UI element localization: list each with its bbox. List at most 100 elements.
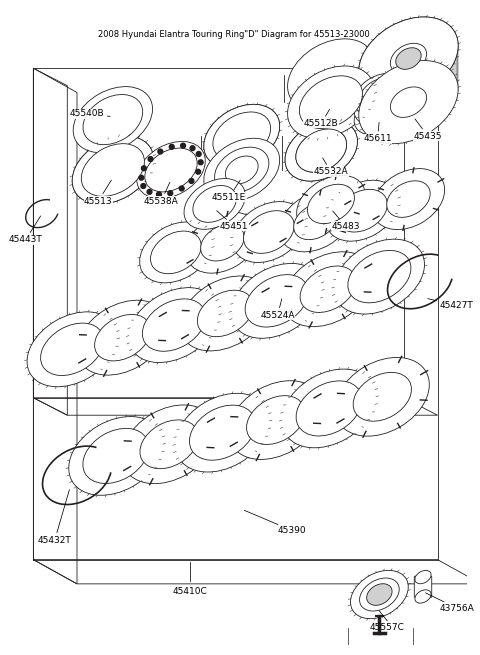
Ellipse shape bbox=[186, 212, 259, 273]
Ellipse shape bbox=[297, 176, 365, 233]
Text: 45443T: 45443T bbox=[9, 216, 43, 244]
Ellipse shape bbox=[184, 179, 245, 229]
Ellipse shape bbox=[288, 66, 374, 138]
Ellipse shape bbox=[336, 358, 429, 436]
Text: 45511E: 45511E bbox=[212, 180, 246, 202]
Ellipse shape bbox=[69, 417, 163, 495]
Ellipse shape bbox=[145, 148, 197, 192]
Ellipse shape bbox=[197, 290, 253, 337]
Text: 43756A: 43756A bbox=[425, 593, 474, 612]
Ellipse shape bbox=[180, 276, 270, 351]
Text: 45540B: 45540B bbox=[70, 109, 110, 119]
Ellipse shape bbox=[151, 231, 201, 274]
Circle shape bbox=[189, 179, 194, 183]
Ellipse shape bbox=[354, 83, 405, 125]
Circle shape bbox=[196, 170, 201, 174]
Text: 45427T: 45427T bbox=[428, 299, 473, 310]
Text: 45410C: 45410C bbox=[173, 563, 208, 596]
Ellipse shape bbox=[336, 189, 387, 232]
Ellipse shape bbox=[285, 120, 358, 181]
Ellipse shape bbox=[360, 88, 399, 121]
Circle shape bbox=[169, 144, 174, 149]
Ellipse shape bbox=[300, 76, 362, 128]
Ellipse shape bbox=[175, 393, 269, 472]
Ellipse shape bbox=[72, 136, 154, 204]
Ellipse shape bbox=[415, 571, 431, 584]
Ellipse shape bbox=[326, 180, 398, 241]
Ellipse shape bbox=[83, 94, 143, 145]
Circle shape bbox=[180, 143, 185, 148]
Ellipse shape bbox=[367, 584, 392, 605]
Ellipse shape bbox=[204, 138, 280, 202]
Circle shape bbox=[168, 191, 173, 196]
Ellipse shape bbox=[359, 17, 458, 100]
Ellipse shape bbox=[86, 148, 139, 192]
Ellipse shape bbox=[72, 136, 154, 204]
Ellipse shape bbox=[215, 147, 269, 193]
Ellipse shape bbox=[359, 17, 458, 100]
Ellipse shape bbox=[143, 299, 205, 351]
Circle shape bbox=[190, 145, 195, 151]
Ellipse shape bbox=[360, 98, 399, 130]
Text: 45557C: 45557C bbox=[370, 623, 405, 632]
Text: 2008 Hyundai Elantra Touring Ring"D" Diagram for 45513-23000: 2008 Hyundai Elantra Touring Ring"D" Dia… bbox=[98, 30, 370, 39]
Text: 45432T: 45432T bbox=[38, 489, 72, 545]
Circle shape bbox=[142, 166, 146, 171]
Ellipse shape bbox=[245, 274, 308, 327]
Ellipse shape bbox=[283, 252, 373, 327]
Ellipse shape bbox=[83, 428, 149, 483]
Ellipse shape bbox=[296, 129, 347, 172]
FancyBboxPatch shape bbox=[414, 576, 432, 597]
Ellipse shape bbox=[296, 129, 347, 172]
Circle shape bbox=[139, 176, 144, 180]
Circle shape bbox=[179, 186, 184, 191]
Ellipse shape bbox=[288, 39, 374, 111]
Ellipse shape bbox=[213, 112, 271, 160]
Ellipse shape bbox=[193, 185, 236, 222]
Circle shape bbox=[156, 192, 161, 196]
Ellipse shape bbox=[390, 87, 427, 117]
Ellipse shape bbox=[387, 181, 430, 217]
Ellipse shape bbox=[415, 590, 431, 603]
Text: 45532A: 45532A bbox=[313, 158, 348, 176]
Ellipse shape bbox=[282, 369, 376, 448]
Text: 45611: 45611 bbox=[363, 122, 392, 143]
Ellipse shape bbox=[129, 288, 219, 362]
Ellipse shape bbox=[350, 571, 408, 618]
Ellipse shape bbox=[80, 142, 146, 198]
Text: 45483: 45483 bbox=[331, 211, 360, 231]
Ellipse shape bbox=[228, 381, 323, 459]
Ellipse shape bbox=[81, 143, 144, 196]
Text: 45435: 45435 bbox=[414, 119, 442, 141]
Text: 45512B: 45512B bbox=[304, 109, 338, 128]
Text: 45524A: 45524A bbox=[260, 299, 295, 320]
Ellipse shape bbox=[201, 225, 244, 261]
Ellipse shape bbox=[354, 93, 405, 135]
Circle shape bbox=[198, 160, 203, 164]
Ellipse shape bbox=[204, 104, 280, 168]
Ellipse shape bbox=[300, 266, 356, 312]
Ellipse shape bbox=[140, 420, 198, 469]
Ellipse shape bbox=[27, 312, 117, 386]
Ellipse shape bbox=[243, 211, 294, 253]
Ellipse shape bbox=[73, 86, 153, 153]
Ellipse shape bbox=[390, 43, 427, 74]
Ellipse shape bbox=[296, 381, 362, 436]
Ellipse shape bbox=[233, 202, 305, 263]
Ellipse shape bbox=[359, 60, 458, 143]
Circle shape bbox=[141, 183, 146, 189]
Ellipse shape bbox=[226, 156, 258, 184]
Ellipse shape bbox=[354, 73, 405, 115]
Ellipse shape bbox=[190, 405, 255, 460]
Text: 45451: 45451 bbox=[216, 211, 248, 231]
Ellipse shape bbox=[285, 120, 358, 181]
Circle shape bbox=[196, 151, 201, 157]
Circle shape bbox=[147, 189, 152, 195]
Ellipse shape bbox=[41, 323, 104, 375]
Ellipse shape bbox=[247, 396, 305, 445]
Ellipse shape bbox=[360, 578, 399, 611]
Ellipse shape bbox=[334, 239, 424, 314]
Text: 45538A: 45538A bbox=[144, 182, 179, 206]
Ellipse shape bbox=[372, 168, 444, 229]
Ellipse shape bbox=[353, 373, 411, 421]
